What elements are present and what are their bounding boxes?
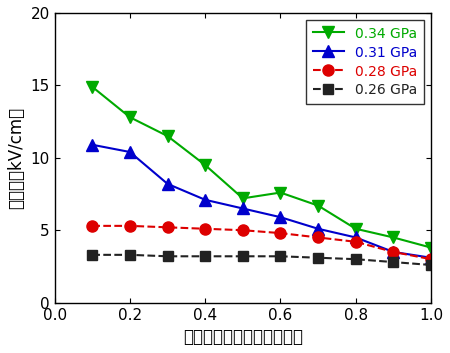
- 0.34 GPa: [165, 134, 170, 138]
- 0.28 GPa: [240, 228, 246, 232]
- Line: 0.31 GPa: 0.31 GPa: [87, 139, 436, 263]
- 0.26 GPa: [278, 254, 283, 258]
- 0.28 GPa: [90, 224, 95, 228]
- 0.34 GPa: [240, 196, 246, 201]
- 0.26 GPa: [353, 257, 358, 261]
- 0.28 GPa: [278, 231, 283, 235]
- 0.31 GPa: [353, 235, 358, 240]
- 0.28 GPa: [127, 224, 133, 228]
- Line: 0.28 GPa: 0.28 GPa: [87, 220, 436, 265]
- 0.26 GPa: [165, 254, 170, 258]
- 0.28 GPa: [391, 250, 396, 254]
- 0.31 GPa: [90, 143, 95, 147]
- 0.26 GPa: [202, 254, 208, 258]
- 0.34 GPa: [127, 115, 133, 119]
- Y-axis label: 抗電界（kV/cm）: 抗電界（kV/cm）: [7, 107, 25, 209]
- X-axis label: 転移温度で規格化した温度: 転移温度で規格化した温度: [183, 328, 303, 346]
- 0.31 GPa: [165, 182, 170, 186]
- 0.28 GPa: [202, 227, 208, 231]
- 0.31 GPa: [127, 150, 133, 154]
- 0.26 GPa: [240, 254, 246, 258]
- 0.34 GPa: [428, 245, 434, 250]
- 0.34 GPa: [278, 190, 283, 195]
- Line: 0.26 GPa: 0.26 GPa: [87, 250, 436, 270]
- 0.31 GPa: [278, 215, 283, 219]
- 0.26 GPa: [315, 256, 321, 260]
- 0.34 GPa: [202, 163, 208, 167]
- 0.26 GPa: [90, 253, 95, 257]
- 0.28 GPa: [353, 240, 358, 244]
- 0.31 GPa: [202, 198, 208, 202]
- 0.28 GPa: [165, 225, 170, 229]
- 0.28 GPa: [315, 235, 321, 240]
- 0.26 GPa: [391, 260, 396, 264]
- 0.28 GPa: [428, 257, 434, 261]
- 0.31 GPa: [315, 227, 321, 231]
- 0.34 GPa: [391, 235, 396, 240]
- 0.34 GPa: [90, 85, 95, 89]
- 0.26 GPa: [428, 263, 434, 267]
- Line: 0.34 GPa: 0.34 GPa: [87, 81, 436, 253]
- 0.31 GPa: [240, 207, 246, 211]
- 0.34 GPa: [353, 227, 358, 231]
- Legend: 0.34 GPa, 0.31 GPa, 0.28 GPa, 0.26 GPa: 0.34 GPa, 0.31 GPa, 0.28 GPa, 0.26 GPa: [306, 20, 424, 104]
- 0.34 GPa: [315, 203, 321, 208]
- 0.31 GPa: [428, 256, 434, 260]
- 0.31 GPa: [391, 250, 396, 254]
- 0.26 GPa: [127, 253, 133, 257]
